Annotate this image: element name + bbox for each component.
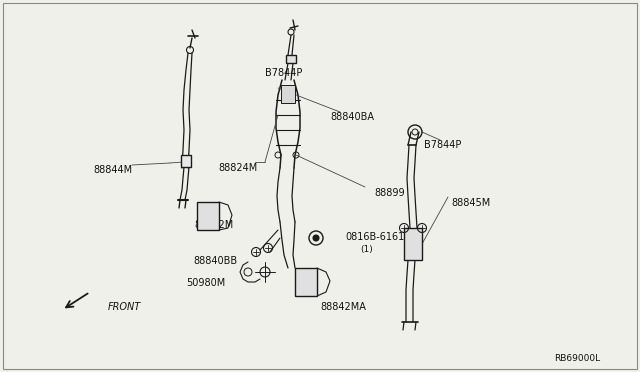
Text: 88845M: 88845M [451,198,490,208]
Text: B7844P: B7844P [265,68,302,78]
Bar [286,55,296,63]
Text: 0816B-6161A: 0816B-6161A [345,232,411,242]
Bar [404,228,422,260]
Bar [281,85,295,103]
Bar [181,155,191,167]
Text: 88899: 88899 [374,188,404,198]
Text: 88842M: 88842M [194,220,233,230]
Text: 88844M: 88844M [93,165,132,175]
Text: (1): (1) [360,245,372,254]
Bar [295,268,317,296]
Text: FRONT: FRONT [108,302,141,312]
Text: 88840BB: 88840BB [193,256,237,266]
Text: 50980M: 50980M [186,278,225,288]
Text: RB69000L: RB69000L [554,354,600,363]
Circle shape [313,235,319,241]
Text: B7844P: B7844P [424,140,461,150]
Bar [197,202,219,230]
Text: 88840BA: 88840BA [330,112,374,122]
Text: 88842MA: 88842MA [320,302,366,312]
Text: 88824M: 88824M [218,163,257,173]
